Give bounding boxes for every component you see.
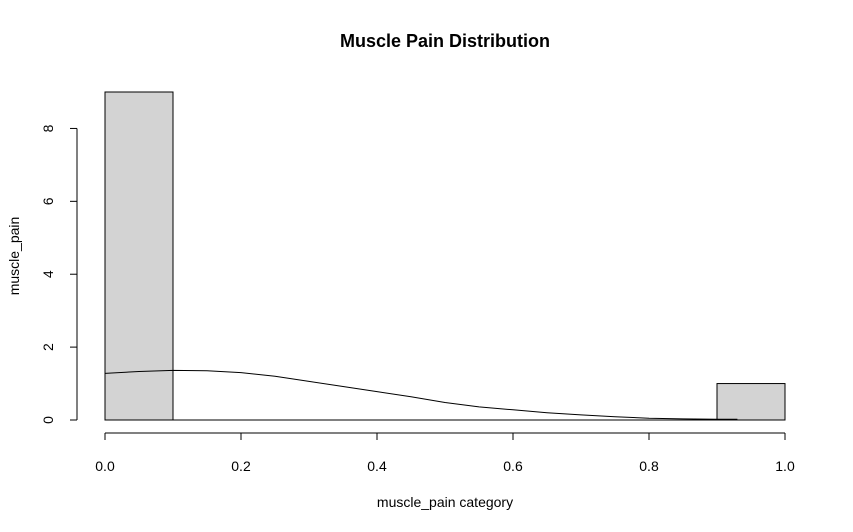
y-axis-label: muscle_pain [6,217,22,296]
y-tick-label: 8 [40,124,56,132]
x-tick-label: 0.8 [639,458,659,474]
x-tick-label: 0.2 [231,458,251,474]
x-axis-label: muscle_pain category [377,494,513,510]
chart-title: Muscle Pain Distribution [340,31,550,51]
y-tick-label: 2 [40,343,56,351]
y-axis: 0 2 4 6 8 [40,124,78,424]
histogram-bar [104,91,174,421]
y-tick-label: 6 [40,197,56,205]
x-tick-label: 0.0 [95,458,115,474]
density-curve [104,369,738,420]
x-tick-label: 0.6 [503,458,523,474]
y-tick-label: 0 [40,416,56,424]
y-tick-label: 4 [40,270,56,278]
histogram-bar [716,383,786,421]
x-tick-label: 0.4 [367,458,387,474]
x-tick-label: 1.0 [775,458,795,474]
x-axis: 0.0 0.2 0.4 0.6 0.8 1.0 [95,432,795,474]
bars-layer [104,91,786,421]
